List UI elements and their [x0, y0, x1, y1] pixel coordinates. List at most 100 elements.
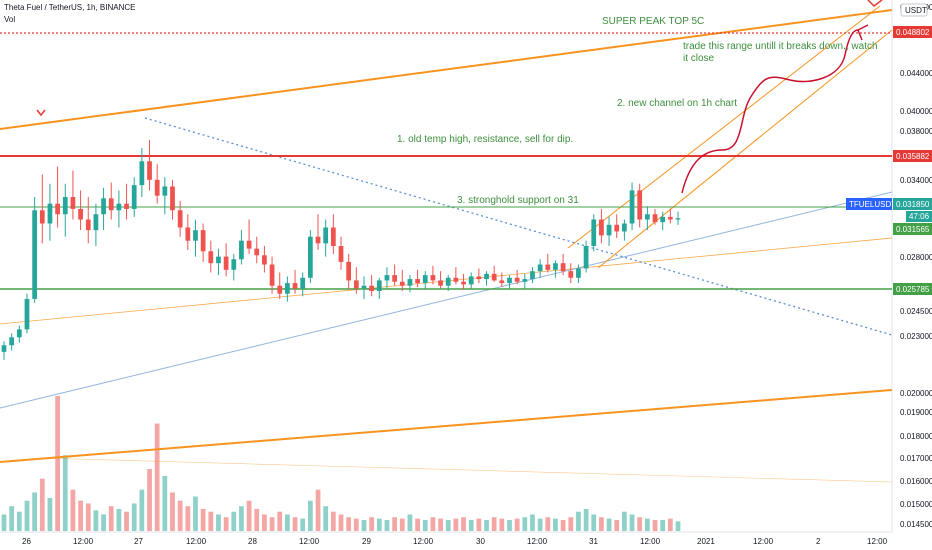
new-channel-annotation: 2. new channel on 1h chart	[617, 98, 737, 109]
candle-body	[147, 161, 152, 180]
volume-bar	[667, 518, 673, 531]
candle-body	[499, 280, 505, 284]
volume-bar	[491, 517, 497, 531]
volume-bar	[116, 508, 122, 531]
volume-bar	[346, 517, 352, 531]
candle-body	[438, 280, 443, 286]
volume-bar	[307, 500, 313, 531]
volume-bar	[78, 500, 83, 531]
volume-bar	[16, 511, 22, 531]
volume-bar	[200, 508, 206, 531]
candle-body	[55, 203, 60, 215]
time-axis[interactable]: 26 12:00 27 12:00 28 12:00 29 12:00 30 1…	[22, 537, 888, 546]
x-tick-label: 26	[22, 537, 31, 546]
candle-body	[285, 283, 290, 294]
volume-bar	[438, 518, 443, 531]
candle-body	[300, 277, 306, 289]
volume-bar	[660, 519, 666, 531]
x-tick-label: 12:00	[299, 537, 320, 546]
candle-body	[399, 281, 405, 286]
price-axis[interactable]: 0.052000 0.044000 0.040000 0.038000 0.03…	[900, 3, 932, 529]
x-tick-label: 12:00	[867, 537, 888, 546]
dotted-blue-trendline	[144, 117, 893, 336]
candle-body	[514, 277, 520, 282]
volume-bar	[606, 518, 612, 531]
volume-bar	[208, 511, 214, 531]
x-tick-label: 28	[248, 537, 257, 546]
candle-body	[537, 264, 543, 272]
y-tick-label: 0.014500	[900, 520, 932, 529]
x-tick-label: 12:00	[753, 537, 774, 546]
volume-bar	[216, 514, 221, 531]
volume-bar	[583, 508, 589, 531]
projection-arrowhead	[857, 24, 869, 41]
volume-bar	[392, 517, 397, 531]
volume-bar	[484, 519, 489, 531]
candle-body	[216, 256, 221, 264]
volume-bar	[637, 517, 643, 531]
currency-badge[interactable]	[900, 3, 928, 17]
candle-body	[591, 219, 597, 246]
volume-bar	[193, 496, 198, 531]
volume-bar	[461, 517, 466, 531]
candle-body	[269, 264, 275, 286]
candle-body	[361, 285, 367, 289]
candle-body	[200, 230, 206, 252]
peak-price-tag	[893, 26, 932, 38]
trade-range-annotation-line2: it close	[683, 53, 715, 64]
candle-body	[239, 240, 244, 260]
x-tick-label: 12:00	[640, 537, 661, 546]
volume-bar	[277, 511, 283, 531]
candle-body	[384, 275, 390, 281]
candle-body	[323, 227, 329, 244]
peak-price-value: 0.048802	[896, 28, 930, 37]
candles	[1, 140, 681, 360]
volume-bar	[652, 519, 658, 531]
x-tick-label: 27	[134, 537, 143, 546]
candle-body	[116, 203, 122, 211]
candle-body	[131, 185, 137, 209]
candle-body	[583, 246, 589, 269]
candle-body	[468, 276, 474, 285]
volume-bar	[62, 455, 68, 531]
volume-label: Vol	[4, 15, 16, 24]
volume-bar	[231, 511, 237, 531]
y-tick-label: 0.018000	[900, 432, 932, 441]
candle-body	[246, 240, 252, 249]
candle-body	[307, 236, 313, 278]
volume-bar	[131, 503, 137, 531]
volume-bar	[185, 506, 191, 531]
volume-bar	[330, 511, 336, 531]
candle-body	[660, 216, 666, 223]
candle-body	[445, 277, 451, 286]
candle-body	[576, 268, 581, 278]
candle-body	[139, 161, 145, 186]
trade-range-annotation-line1: trade this range untill it breaks down.,…	[683, 41, 878, 52]
volume-bar	[576, 511, 581, 531]
y-tick-label: 0.015000	[900, 500, 932, 509]
volume-bar	[407, 514, 413, 531]
volume-bar	[154, 423, 160, 531]
volume-bar	[285, 514, 290, 531]
volume-bar	[139, 489, 145, 531]
current-price-tag	[893, 198, 932, 210]
candle-body	[622, 223, 627, 232]
candle-body	[193, 230, 198, 241]
candle-body	[24, 298, 30, 330]
volume-bar	[55, 396, 60, 531]
down-arrow-marker	[36, 109, 46, 117]
volume-bar	[246, 500, 252, 531]
x-tick-label: 29	[362, 537, 371, 546]
candle-body	[675, 218, 681, 220]
volume-bar	[85, 503, 91, 531]
candle-body	[208, 251, 214, 264]
candle-body	[177, 210, 183, 228]
volume-bar	[399, 518, 405, 531]
volume-bar	[93, 510, 99, 531]
volume-bar	[9, 506, 15, 531]
candle-body	[415, 279, 420, 284]
volume-bar	[499, 518, 505, 531]
volume-bar	[147, 469, 152, 531]
support-lower-tag	[893, 283, 932, 295]
